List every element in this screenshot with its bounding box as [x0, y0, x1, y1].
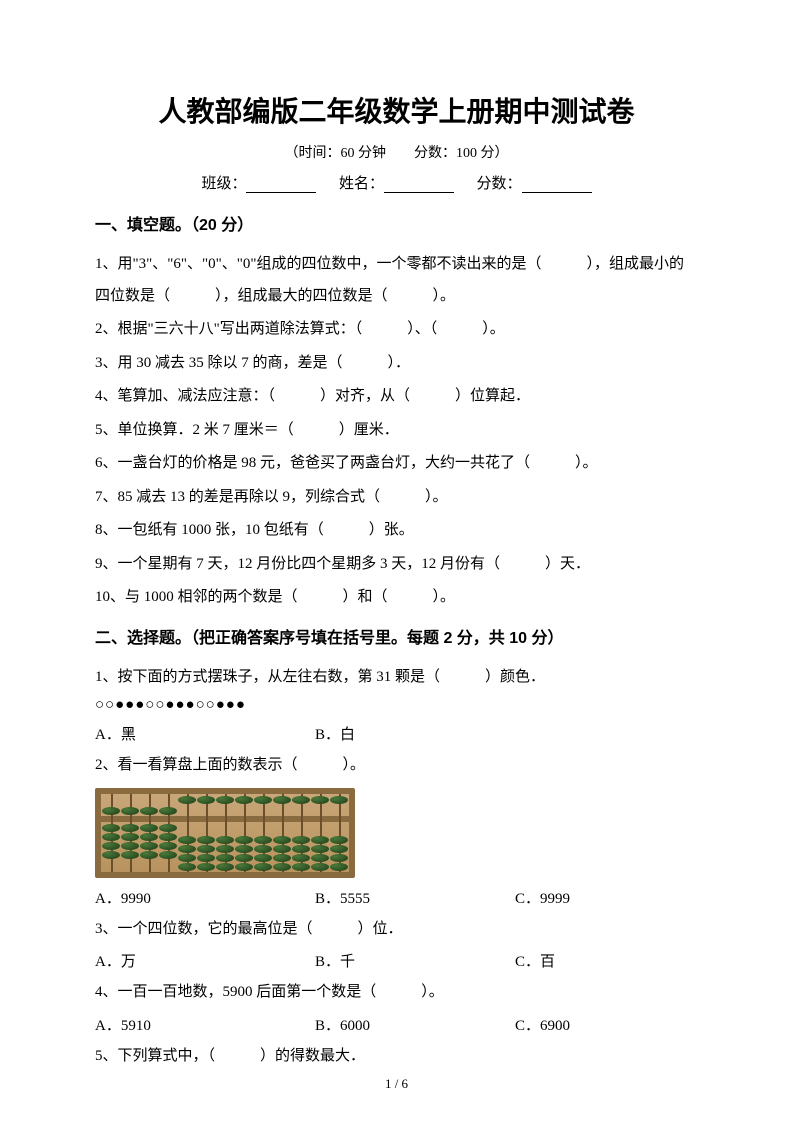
s2-q3-b: B．千: [315, 947, 515, 977]
score-label: 分数：: [477, 176, 522, 192]
s2-q4-c: C．6900: [515, 1011, 698, 1041]
s1-q9: 9、一个星期有 7 天，12 月份比四个星期多 3 天，12 月份有（ ）天．: [95, 549, 698, 581]
bead-pattern: ○○●●●○○●●●○○●●●: [95, 697, 698, 714]
s2-q5: 5、下列算式中，（ ）的得数最大．: [95, 1041, 698, 1073]
s2-q3: 3、一个四位数，它的最高位是（ ）位．: [95, 914, 698, 946]
s1-q5: 5、单位换算．2 米 7 厘米＝（ ）厘米．: [95, 415, 698, 447]
name-blank[interactable]: [384, 175, 454, 193]
s2-q4-b: B．6000: [315, 1011, 515, 1041]
s1-q10: 10、与 1000 相邻的两个数是（ ）和（ ）。: [95, 582, 698, 614]
s2-q1-options: A．黑 B．白: [95, 720, 698, 750]
s2-q2: 2、看一看算盘上面的数表示（ ）。: [95, 750, 698, 782]
s2-q4-a: A．5910: [95, 1011, 315, 1041]
s2-q2-b: B．5555: [315, 884, 515, 914]
s1-q3: 3、用 30 减去 35 除以 7 的商，差是（ ）．: [95, 348, 698, 380]
page-title: 人教部编版二年级数学上册期中测试卷: [95, 90, 698, 130]
class-blank[interactable]: [246, 175, 316, 193]
s2-q3-c: C．百: [515, 947, 698, 977]
abacus-image: [95, 788, 355, 878]
s2-q4: 4、一百一百地数，5900 后面第一个数是（ ）。: [95, 977, 698, 1009]
s2-q2-a: A．9990: [95, 884, 315, 914]
s2-q3-a: A．万: [95, 947, 315, 977]
s1-q7: 7、85 减去 13 的差是再除以 9，列综合式（ ）。: [95, 482, 698, 514]
s2-q3-options: A．万 B．千 C．百: [95, 947, 698, 977]
s1-q4: 4、笔算加、减法应注意：（ ）对齐，从（ ）位算起．: [95, 381, 698, 413]
s2-q1-b: B．白: [315, 720, 515, 750]
score-blank[interactable]: [522, 175, 592, 193]
s2-q1: 1、按下面的方式摆珠子，从左往右数，第 31 颗是（ ）颜色．: [95, 662, 698, 694]
class-label: 班级：: [201, 176, 246, 192]
subtitle: （时间：60 分钟 分数：100 分）: [95, 142, 698, 162]
info-line: 班级： 姓名： 分数：: [95, 172, 698, 193]
page-footer: 1 / 6: [0, 1076, 793, 1092]
s2-q2-c: C．9999: [515, 884, 698, 914]
s2-q1-a: A．黑: [95, 720, 315, 750]
s1-q1: 1、用"3"、"6"、"0"、"0"组成的四位数中，一个零都不读出来的是（ ），…: [95, 249, 698, 312]
section2-header: 二、选择题。（把正确答案序号填在括号里。每题 2 分，共 10 分）: [95, 624, 698, 648]
s2-q4-options: A．5910 B．6000 C．6900: [95, 1011, 698, 1041]
s1-q6: 6、一盏台灯的价格是 98 元，爸爸买了两盏台灯，大约一共花了（ ）。: [95, 448, 698, 480]
section1-header: 一、填空题。（20 分）: [95, 211, 698, 235]
s1-q2: 2、根据"三六十八"写出两道除法算式：（ ）、（ ）。: [95, 314, 698, 346]
s2-q2-options: A．9990 B．5555 C．9999: [95, 884, 698, 914]
name-label: 姓名：: [339, 176, 384, 192]
s1-q8: 8、一包纸有 1000 张，10 包纸有（ ）张。: [95, 515, 698, 547]
